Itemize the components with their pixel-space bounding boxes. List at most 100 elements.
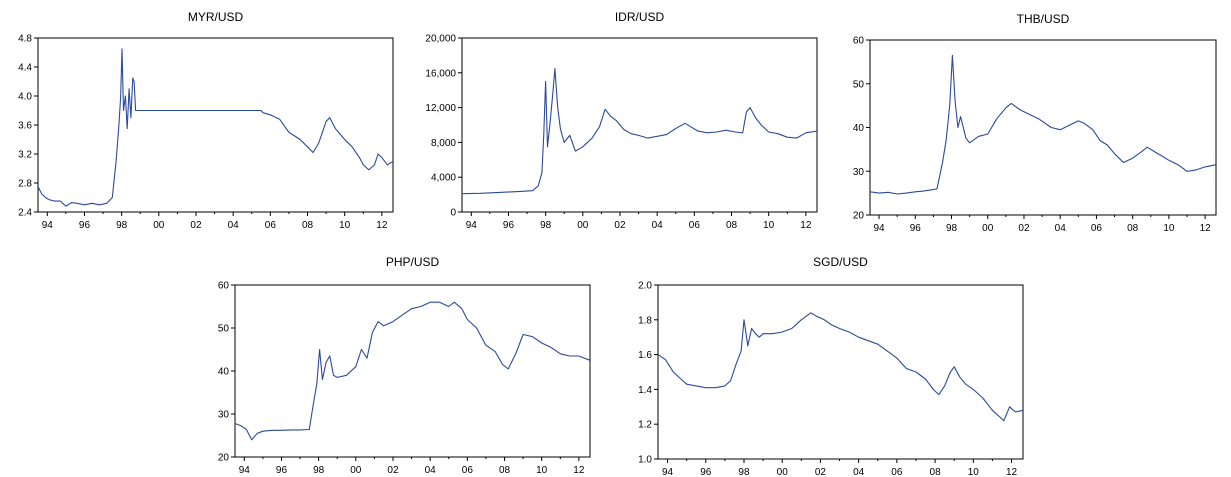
y-tick-label: 3.2 [18, 150, 32, 161]
x-tick-label: 04 [1055, 223, 1067, 234]
series-line [37, 48, 394, 207]
x-tick-label: 98 [738, 467, 750, 477]
y-tick-label: 1.8 [638, 315, 652, 326]
plot-frame [461, 37, 818, 213]
y-tick-label: 60 [218, 281, 230, 292]
y-tick-label: 3.6 [18, 121, 32, 132]
x-tick-label: 10 [1163, 223, 1175, 234]
y-tick-label: 40 [853, 123, 865, 134]
y-tick-label: 20 [218, 453, 230, 464]
series-line [869, 54, 1217, 195]
x-tick-label: 12 [376, 220, 388, 231]
x-tick-label: 02 [1018, 223, 1030, 234]
x-tick-label: 08 [499, 465, 511, 476]
x-tick-label: 00 [982, 223, 994, 234]
x-tick-label: 06 [265, 220, 277, 231]
series-line [234, 301, 591, 441]
y-tick-label: 60 [853, 36, 865, 47]
idr-usd-chart: 0 4,000 8,000 12,000 16,000 20,000 94 96 98 00 02 0… [425, 34, 818, 231]
x-tick-label: 04 [652, 220, 664, 231]
x-tick-label: 04 [425, 465, 437, 476]
x-tick-label: 06 [891, 467, 903, 477]
chart-title: IDR/USD [614, 10, 665, 24]
x-tick-label: 00 [577, 220, 589, 231]
chart-title: SGD/USD [813, 255, 868, 269]
plot-frame [37, 37, 394, 213]
y-tick-label: 4.4 [18, 63, 32, 74]
plot-frame [657, 284, 1024, 460]
x-tick-label: 94 [662, 467, 674, 477]
y-tick-label: 30 [853, 167, 865, 178]
y-tick-label: 1.4 [638, 385, 652, 396]
x-tick-label: 94 [239, 465, 251, 476]
x-tick-label: 96 [700, 467, 712, 477]
y-tick-label: 4,000 [431, 173, 456, 184]
y-tick-label: 1.6 [638, 350, 652, 361]
chart-title: MYR/USD [187, 10, 244, 24]
y-tick-label: 2.4 [18, 208, 32, 219]
x-tick-label: 04 [853, 467, 865, 477]
series-line [461, 67, 818, 195]
thb-usd-chart: 20 30 40 50 60 94 96 98 00 02 04 06 08 10 12 [853, 36, 1217, 234]
x-tick-label: 98 [540, 220, 552, 231]
x-tick-label: 00 [153, 220, 165, 231]
x-tick-label: 08 [1127, 223, 1139, 234]
php-usd-chart: 20 30 40 50 60 94 96 98 00 02 04 06 08 10 12 [218, 281, 591, 476]
x-tick-label: 02 [815, 467, 827, 477]
y-tick-label: 1.2 [638, 420, 652, 431]
chart-title: THB/USD [1016, 12, 1070, 26]
x-tick-label: 96 [276, 465, 288, 476]
x-tick-label: 02 [387, 465, 399, 476]
y-tick-label: 50 [218, 324, 230, 335]
x-tick-label: 12 [1200, 223, 1212, 234]
y-tick-label: 2.0 [638, 281, 652, 292]
x-tick-label: 00 [777, 467, 789, 477]
x-tick-label: 10 [536, 465, 548, 476]
x-tick-label: 10 [968, 467, 980, 477]
y-tick-label: 4.8 [18, 34, 32, 45]
y-tick-label: 1.0 [638, 455, 652, 466]
x-tick-label: 98 [946, 223, 958, 234]
plot-frame [869, 39, 1217, 216]
x-tick-label: 94 [42, 220, 54, 231]
chart-title: PHP/USD [385, 255, 440, 269]
x-tick-label: 12 [573, 465, 585, 476]
x-tick-label: 12 [800, 220, 812, 231]
y-tick-label: 12,000 [425, 103, 456, 114]
y-tick-label: 2.8 [18, 179, 32, 190]
y-tick-label: 20,000 [425, 34, 456, 45]
x-tick-label: 00 [350, 465, 362, 476]
x-tick-label: 96 [503, 220, 515, 231]
x-tick-label: 98 [116, 220, 128, 231]
y-tick-label: 30 [218, 410, 230, 421]
idr-usd-panel: IDR/USD 0 4,000 8,000 12,000 16,000 20,000 94 9… [410, 0, 820, 240]
thb-usd-panel: THB/USD 20 30 40 50 60 94 96 98 00 02 04 06 08 10 12 [820, 0, 1231, 240]
y-tick-label: 8,000 [431, 138, 456, 149]
x-tick-label: 94 [466, 220, 478, 231]
y-tick-label: 20 [853, 211, 865, 222]
x-tick-label: 04 [228, 220, 240, 231]
x-tick-label: 96 [79, 220, 91, 231]
x-tick-label: 06 [689, 220, 701, 231]
x-tick-label: 02 [614, 220, 626, 231]
y-tick-label: 4.0 [18, 92, 32, 103]
y-tick-label: 0 [450, 208, 456, 219]
x-tick-label: 08 [302, 220, 314, 231]
x-tick-label: 06 [1091, 223, 1103, 234]
sgd-usd-chart: 1.0 1.2 1.4 1.6 1.8 2.0 94 96 98 00 02 04 06 08 10 12 [638, 281, 1024, 477]
x-tick-label: 10 [763, 220, 775, 231]
y-tick-label: 40 [218, 367, 230, 378]
myr-usd-chart: 2.4 2.8 3.2 3.6 4.0 4.4 4.8 94 96 98 00 02 04 06 08 10 1… [18, 34, 394, 231]
plot-frame [234, 284, 591, 458]
sgd-usd-panel: SGD/USD 1.0 1.2 1.4 1.6 1.8 2.0 94 96 98 00 02 04 06… [620, 245, 1030, 477]
x-tick-label: 08 [726, 220, 738, 231]
x-tick-label: 02 [190, 220, 202, 231]
php-usd-panel: PHP/USD 20 30 40 50 60 94 96 98 00 02 04 06 08 10 12 [195, 245, 605, 477]
x-tick-label: 96 [910, 223, 922, 234]
y-tick-label: 50 [853, 79, 865, 90]
series-line [657, 312, 1024, 422]
myr-usd-panel: MYR/USD 2.4 2.8 3.2 3.6 4.0 4.4 4.8 94 96 98 00 02 0… [0, 0, 410, 240]
x-tick-label: 06 [462, 465, 474, 476]
y-tick-label: 16,000 [425, 68, 456, 79]
